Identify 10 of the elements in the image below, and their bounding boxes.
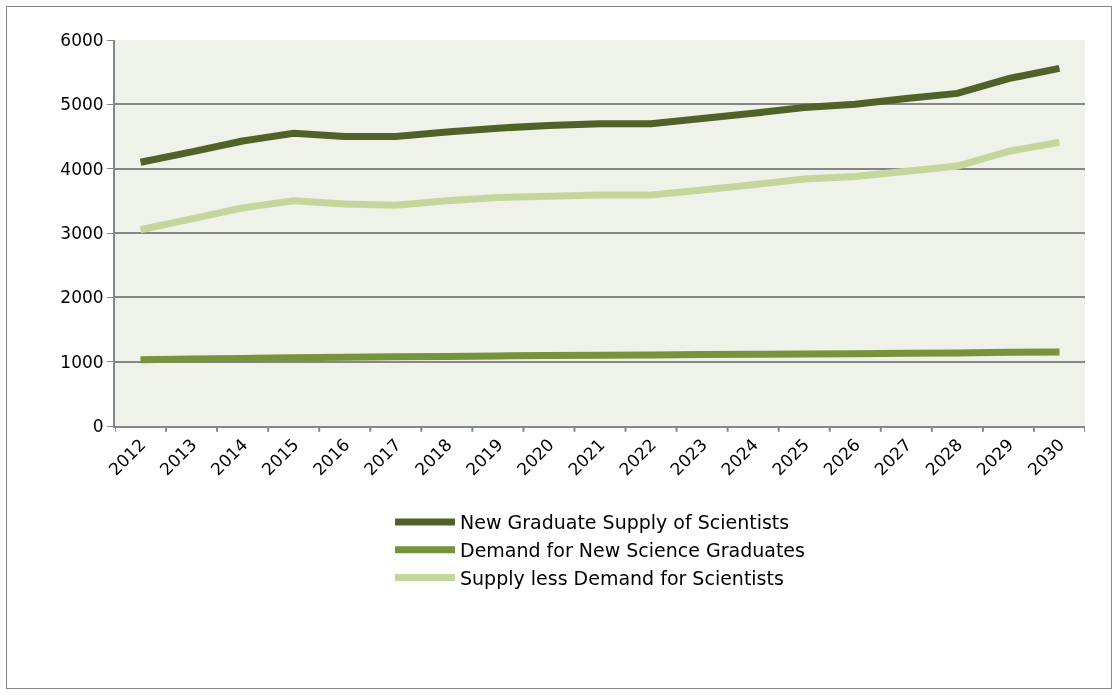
y-tick-label: 2000 — [60, 287, 104, 308]
y-tick-label: 3000 — [60, 222, 104, 243]
legend-label: New Graduate Supply of Scientists — [460, 511, 790, 534]
legend-label: Supply less Demand for Scientists — [460, 566, 784, 589]
y-tick-label: 4000 — [60, 158, 104, 179]
y-tick-label: 6000 — [60, 29, 104, 50]
y-tick-label: 5000 — [60, 94, 104, 115]
y-tick-label: 0 — [92, 415, 104, 436]
legend-label: Demand for New Science Graduates — [460, 539, 805, 562]
y-tick-label: 1000 — [60, 351, 104, 372]
